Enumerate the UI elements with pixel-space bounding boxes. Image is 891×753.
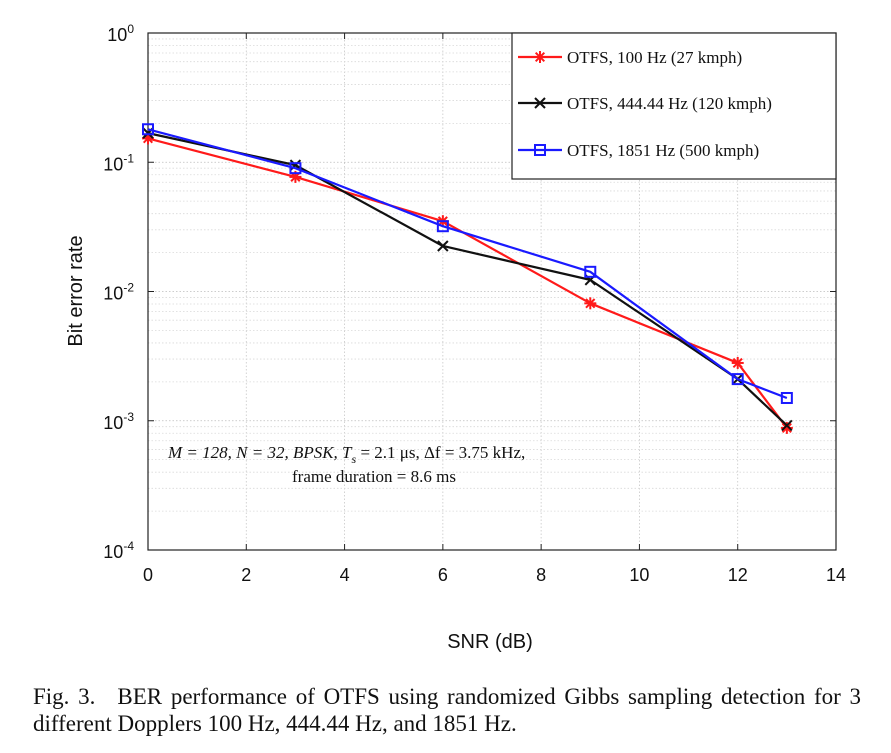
series-line [147,128,788,400]
y-tick-label: 10-1 [103,151,134,174]
y-tick-label: 100 [107,22,134,45]
x-tick-label: 8 [536,565,546,585]
legend-entry-3 [518,144,562,156]
legend-label: OTFS, 444.44 Hz (120 kmph) [567,94,772,113]
annotation-line-2: frame duration = 8.6 ms [292,467,456,486]
data-point [731,373,744,386]
x-tick-label: 10 [629,565,649,585]
ber-chart: 0 2 4 6 8 10 12 14 100 10-1 10-2 10-3 10… [65,22,846,653]
legend-entry-2 [518,97,562,109]
parameter-annotation: M = 128, N = 32, BPSK, Ts = 2.1 μs, Δf =… [167,443,525,486]
data-point [731,356,744,369]
y-tick-labels: 100 10-1 10-2 10-3 10-4 [103,22,134,562]
y-tick-label: 10-4 [103,539,134,562]
x-tick-label: 4 [340,565,350,585]
data-point [142,123,154,136]
legend-label: OTFS, 1851 Hz (500 kmph) [567,141,759,160]
x-tick-label: 0 [143,565,153,585]
data-point [436,220,449,233]
x-tick-labels: 0 2 4 6 8 10 12 14 [143,565,846,585]
figure-caption: Fig. 3. BER performance of OTFS using ran… [33,683,861,737]
y-tick-label: 10-3 [103,410,134,433]
legend-marker [534,144,546,156]
series-3 [142,123,793,404]
data-point [584,297,597,310]
series-layer [142,123,793,434]
legend-marker [534,51,546,63]
caption-text: BER performance of OTFS using randomized… [33,684,861,736]
x-axis-label: SNR (dB) [447,631,533,653]
series-line [147,132,788,427]
x-tick-label: 14 [826,565,846,585]
data-point [780,391,793,404]
legend: OTFS, 100 Hz (27 kmph) OTFS, 444.44 Hz (… [511,32,837,180]
data-point [780,421,793,434]
data-point [289,162,302,175]
x-tick-label: 12 [728,565,748,585]
legend-marker [534,97,546,109]
y-axis-label: Bit error rate [65,235,87,346]
legend-box [511,32,837,180]
data-point [437,240,449,252]
y-tick-label: 10-2 [103,281,134,304]
legend-label: OTFS, 100 Hz (27 kmph) [567,48,742,67]
data-point [781,419,793,432]
data-point [584,265,597,278]
caption-label: Fig. 3. [33,684,96,709]
annotation-line-1: M = 128, N = 32, BPSK, Ts = 2.1 μs, Δf =… [167,443,525,466]
x-tick-label: 6 [438,565,448,585]
legend-entry-1 [518,51,562,63]
x-tick-label: 2 [241,565,251,585]
